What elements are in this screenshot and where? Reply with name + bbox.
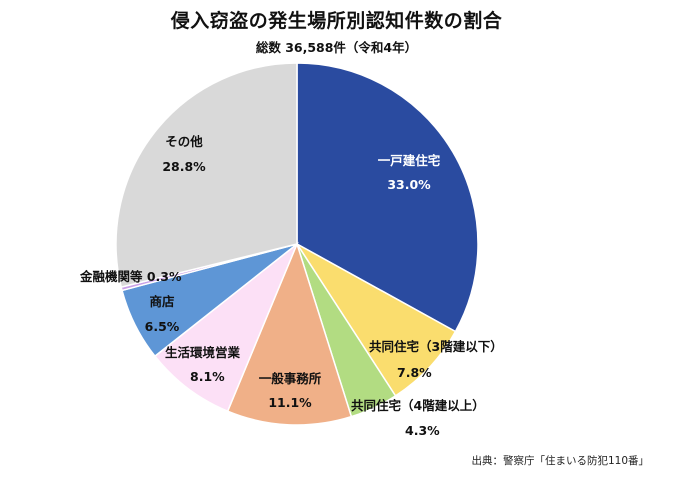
slice-value: 11.1%	[268, 395, 312, 410]
slice-label: 商店	[149, 294, 175, 309]
chart-subtitle: 総数 36,588件（令和4年）	[255, 40, 418, 55]
chart-title: 侵入窃盗の発生場所別認知件数の割合	[170, 10, 503, 32]
slice-value: 7.8%	[397, 365, 432, 380]
slice-value: 28.8%	[162, 159, 206, 174]
slice-value: 6.5%	[145, 319, 180, 334]
slice-label: 金融機関等 0.3%	[79, 269, 182, 284]
pie-slice	[153, 241, 299, 413]
slice-label: 共同住宅（4階建以上）	[351, 398, 485, 413]
pie-slice	[296, 62, 479, 333]
slice-label: その他	[165, 134, 203, 149]
slice-label: 共同住宅（3階建以下）	[369, 339, 503, 354]
slice-label: 一戸建住宅	[378, 153, 441, 168]
pie-slice	[115, 62, 298, 289]
pie-slice	[226, 241, 353, 426]
slice-value: 4.3%	[405, 423, 440, 438]
slice-value: 8.1%	[190, 369, 225, 384]
pie-slices	[115, 62, 479, 426]
pie-labels: 一戸建住宅 33.0% 共同住宅（3階建以下） 7.8% 共同住宅（4階建以上） 4.3%…	[79, 134, 503, 438]
slice-label: 一般事務所	[259, 371, 322, 386]
chart-source: 出典：警察庁「住まいる防犯110番」	[471, 455, 649, 467]
slice-label: 生活環境営業	[165, 345, 241, 360]
slice-value: 33.0%	[387, 177, 431, 192]
